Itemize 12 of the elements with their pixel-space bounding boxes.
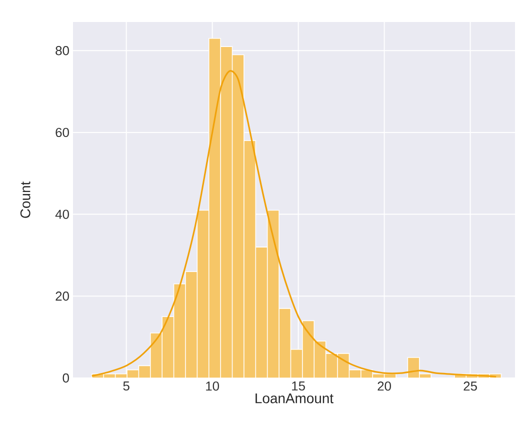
y-tick-label: 0 xyxy=(62,373,69,383)
y-tick-label: 40 xyxy=(55,210,69,219)
x-tick-label: 25 xyxy=(464,382,477,391)
x-tick-label: 10 xyxy=(206,382,220,391)
y-axis-title: Count xyxy=(20,181,30,218)
x-tick-label: 15 xyxy=(292,382,305,391)
y-tick-label: 20 xyxy=(56,292,69,301)
y-tick-label: 80 xyxy=(56,46,69,56)
x-axis-title: LoanAmount xyxy=(256,394,334,404)
x-tick-label: 20 xyxy=(378,382,391,391)
x-tick-label: 5 xyxy=(123,382,130,391)
y-tick-label: 60 xyxy=(56,128,69,138)
